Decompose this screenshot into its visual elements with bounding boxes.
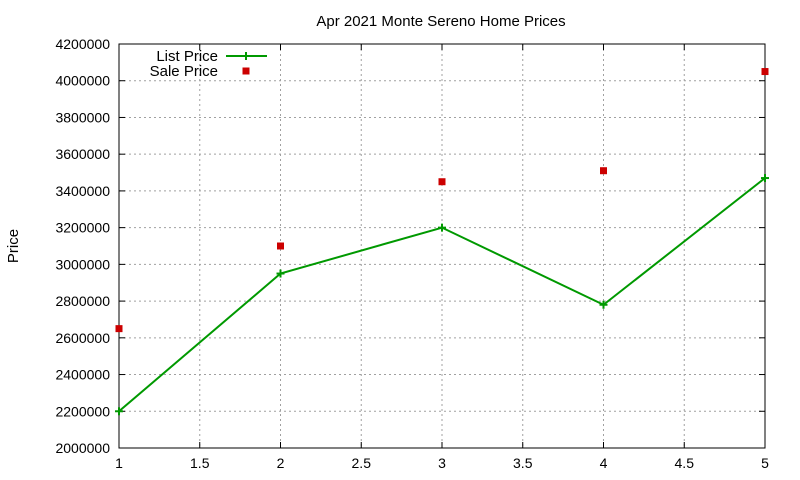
grid-layer [119, 44, 765, 448]
legend-swatch-marker [242, 52, 250, 60]
x-tick-label: 5 [761, 455, 769, 471]
x-tick-label: 2 [277, 455, 285, 471]
list-price-point [438, 223, 446, 232]
y-tick-label: 3000000 [55, 256, 110, 272]
list-price-point [276, 269, 285, 278]
y-tick-label: 3200000 [55, 220, 110, 236]
y-tick-label: 4200000 [55, 36, 110, 52]
sale-price-point [600, 167, 607, 175]
y-tick-label: 2400000 [55, 367, 110, 383]
chart-title: Apr 2021 Monte Sereno Home Prices [316, 13, 565, 30]
x-tick-label: 3.5 [513, 455, 533, 471]
list-price-point [115, 407, 123, 416]
y-tick-label: 2800000 [55, 293, 110, 309]
list-price-point [599, 300, 608, 309]
sale-price-point [277, 242, 284, 250]
y-tick-label: 3800000 [55, 109, 110, 125]
sale-price-point [438, 178, 446, 186]
y-tick-label: 4000000 [55, 73, 110, 89]
x-tick-label: 1.5 [190, 455, 210, 471]
x-tick-label: 4 [600, 455, 608, 471]
y-tick-label: 2000000 [55, 440, 110, 456]
plot-border [118, 43, 766, 449]
sale-price-point [761, 68, 769, 76]
x-tick-label: 1 [115, 455, 123, 471]
x-tick-label: 3 [438, 455, 446, 471]
series-layer [115, 68, 769, 416]
sale-price-point [115, 325, 123, 333]
axis-layer: 1 1.5 2 2.5 3 3.5 4 4.5 5 2000000 2200000 2400000 26… [55, 36, 769, 471]
y-tick-label: 3400000 [55, 183, 110, 199]
y-axis-label: Price [5, 229, 22, 263]
legend-swatch-marker [242, 67, 250, 75]
x-tick-label: 2.5 [352, 455, 372, 471]
y-tick-label: 2200000 [55, 403, 110, 419]
y-tick-label: 2600000 [55, 330, 110, 346]
x-tick-label: 4.5 [675, 455, 695, 471]
list-price-point [761, 174, 769, 183]
legend-label: Sale Price [150, 63, 218, 80]
legend-label: List Price [156, 48, 218, 65]
y-tick-label: 3600000 [55, 146, 110, 162]
